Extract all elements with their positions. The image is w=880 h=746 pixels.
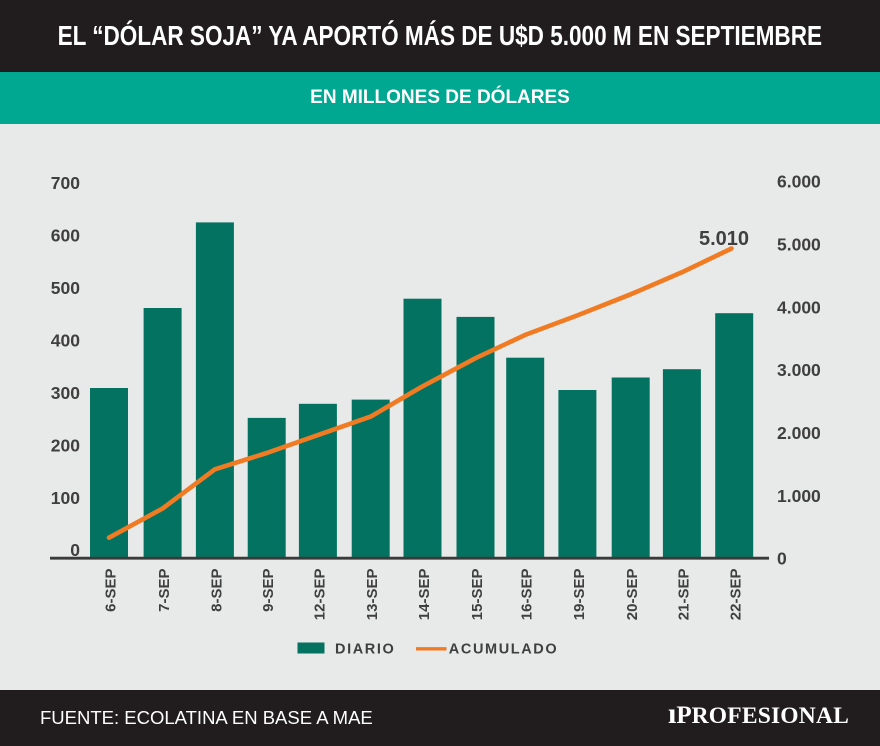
svg-text:4.000: 4.000 xyxy=(777,297,821,317)
svg-text:6.000: 6.000 xyxy=(777,172,821,192)
svg-text:13-SEP: 13-SEP xyxy=(364,569,381,621)
svg-text:15-SEP: 15-SEP xyxy=(469,569,486,621)
svg-text:16-SEP: 16-SEP xyxy=(519,569,536,621)
svg-text:6-SEP: 6-SEP xyxy=(103,569,120,612)
svg-text:8-SEP: 8-SEP xyxy=(208,569,225,612)
svg-text:400: 400 xyxy=(51,331,80,351)
svg-text:19-SEP: 19-SEP xyxy=(571,569,588,621)
svg-text:ACUMULADO: ACUMULADO xyxy=(449,642,558,658)
svg-text:0: 0 xyxy=(70,540,80,560)
svg-text:7-SEP: 7-SEP xyxy=(156,569,173,612)
svg-text:300: 300 xyxy=(51,383,80,403)
svg-text:500: 500 xyxy=(51,278,80,298)
svg-text:5.010: 5.010 xyxy=(699,228,749,250)
svg-text:200: 200 xyxy=(51,435,80,455)
svg-text:21-SEP: 21-SEP xyxy=(675,569,692,621)
svg-text:12-SEP: 12-SEP xyxy=(311,569,328,621)
svg-text:0: 0 xyxy=(777,549,787,569)
svg-text:20-SEP: 20-SEP xyxy=(624,569,641,621)
svg-text:600: 600 xyxy=(51,226,80,246)
svg-text:3.000: 3.000 xyxy=(777,360,821,380)
svg-text:5.000: 5.000 xyxy=(777,234,821,254)
svg-text:2.000: 2.000 xyxy=(777,423,821,443)
svg-text:22-SEP: 22-SEP xyxy=(728,569,745,621)
svg-text:100: 100 xyxy=(51,488,80,508)
svg-text:700: 700 xyxy=(51,173,80,193)
svg-text:9-SEP: 9-SEP xyxy=(260,569,277,612)
svg-text:1.000: 1.000 xyxy=(777,486,821,506)
svg-text:14-SEP: 14-SEP xyxy=(416,569,433,621)
svg-text:DIARIO: DIARIO xyxy=(335,642,395,658)
